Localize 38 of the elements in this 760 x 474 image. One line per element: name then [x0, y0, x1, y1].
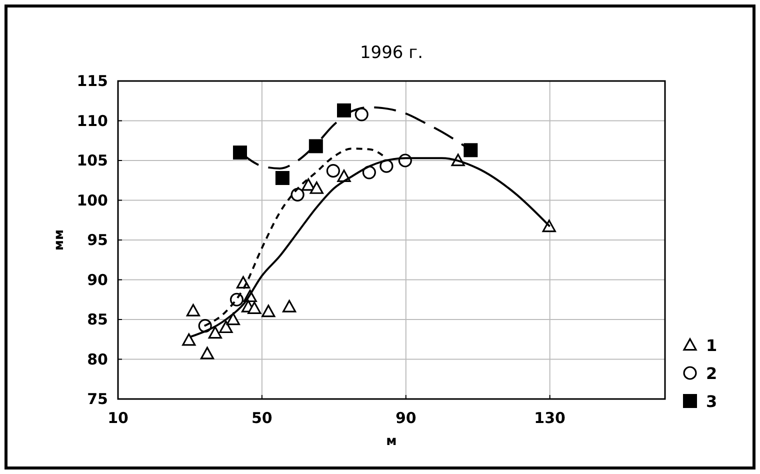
- point: [232, 146, 247, 160]
- point: [186, 304, 200, 316]
- legend-label: 1: [706, 336, 718, 355]
- y-tick-label: 115: [76, 72, 108, 90]
- x-axis-title: м: [386, 434, 397, 449]
- x-tick-label: 130: [534, 409, 566, 427]
- y-tick-label: 105: [76, 152, 108, 170]
- point: [226, 312, 240, 326]
- point: [275, 170, 290, 185]
- y-tick-label: 80: [87, 350, 108, 368]
- point: [464, 143, 478, 158]
- point: [380, 159, 394, 173]
- y-axis-title: мм: [52, 229, 67, 251]
- legend-label: 3: [706, 392, 718, 411]
- point: [336, 103, 351, 118]
- point: [200, 346, 214, 360]
- chart-title: 1996 г.: [360, 43, 424, 63]
- point: [282, 300, 296, 312]
- legend-label: 2: [706, 364, 718, 383]
- point: [290, 188, 304, 202]
- y-tick-label: 110: [76, 112, 108, 130]
- x-tick-label: 50: [252, 409, 272, 427]
- point: [354, 108, 368, 122]
- point: [182, 333, 196, 346]
- y-tick-label: 85: [87, 310, 108, 328]
- y-tick-label: 95: [87, 231, 108, 249]
- y-tick-label: 75: [87, 390, 108, 408]
- x-tick-label: 90: [395, 409, 416, 427]
- point: [308, 139, 323, 154]
- point: [219, 320, 233, 334]
- point: [262, 304, 276, 318]
- point: [326, 164, 340, 178]
- point: [208, 326, 222, 339]
- x-tick-label: 10: [108, 409, 128, 427]
- point: [310, 182, 324, 194]
- y-tick-label: 100: [76, 191, 108, 210]
- y-tick-label: 90: [87, 270, 108, 289]
- point: [248, 302, 262, 314]
